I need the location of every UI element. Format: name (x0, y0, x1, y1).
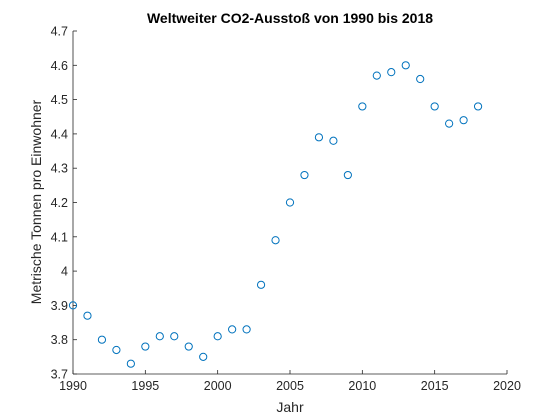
data-point (401, 61, 410, 70)
y-ticks: 3.7 3.8 3.9 4 4.1 4.2 4.3 4.4 4.5 4.6 4.7 (51, 25, 77, 382)
data-point (112, 345, 121, 355)
data-point (184, 342, 193, 351)
x-tick-label: 2020 (493, 379, 521, 393)
y-tick-label: 3.7 (51, 368, 68, 382)
x-tick-label: 2000 (204, 379, 232, 393)
data-point (372, 71, 381, 80)
x-ticks: 1990 1995 2000 2005 2010 2015 2020 (59, 370, 521, 393)
data-point (387, 68, 396, 77)
data-point (141, 342, 150, 351)
x-tick-label: 2015 (421, 379, 449, 393)
y-tick-label: 4.7 (51, 25, 68, 39)
data-point (213, 332, 222, 341)
x-tick-label: 2010 (348, 379, 376, 393)
data-point (445, 119, 454, 128)
y-tick-label: 4.3 (51, 162, 68, 176)
data-point (300, 170, 309, 180)
data-point (97, 335, 107, 344)
y-tick-label: 4.6 (51, 59, 68, 73)
y-tick-label: 4 (61, 265, 68, 279)
x-tick-label: 1990 (59, 379, 87, 393)
data-point (314, 133, 324, 142)
x-tick-label: 1995 (131, 379, 159, 393)
data-point (430, 102, 439, 111)
data-point (228, 325, 237, 334)
x-tick-label: 2005 (276, 379, 304, 393)
data-point (459, 116, 468, 125)
x-axis-label: Jahr (276, 399, 304, 415)
data-point (256, 280, 266, 289)
data-point (285, 198, 295, 207)
data-markers (68, 61, 483, 368)
data-point (358, 102, 367, 111)
data-point (68, 301, 78, 310)
chart-title: Weltweiter CO2-Ausstoß von 1990 bis 2018 (147, 10, 433, 26)
data-point (271, 236, 280, 245)
data-point (170, 332, 179, 341)
data-point (155, 332, 164, 341)
plot-area (72, 31, 507, 375)
y-tick-label: 4.5 (51, 93, 68, 107)
y-tick-label: 3.8 (51, 333, 68, 347)
y-tick-label: 4.1 (51, 230, 68, 244)
data-point (126, 359, 135, 368)
y-axis-label: Metrische Tonnen pro Einwohner (28, 99, 44, 304)
data-point (416, 74, 425, 84)
data-point (473, 102, 483, 111)
y-tick-label: 4.4 (51, 127, 68, 141)
data-point (83, 311, 92, 320)
data-point (343, 170, 352, 180)
data-point (329, 136, 338, 145)
y-tick-label: 3.9 (51, 299, 68, 313)
data-point (242, 325, 251, 334)
y-tick-label: 4.2 (51, 196, 68, 210)
data-point (199, 352, 208, 361)
